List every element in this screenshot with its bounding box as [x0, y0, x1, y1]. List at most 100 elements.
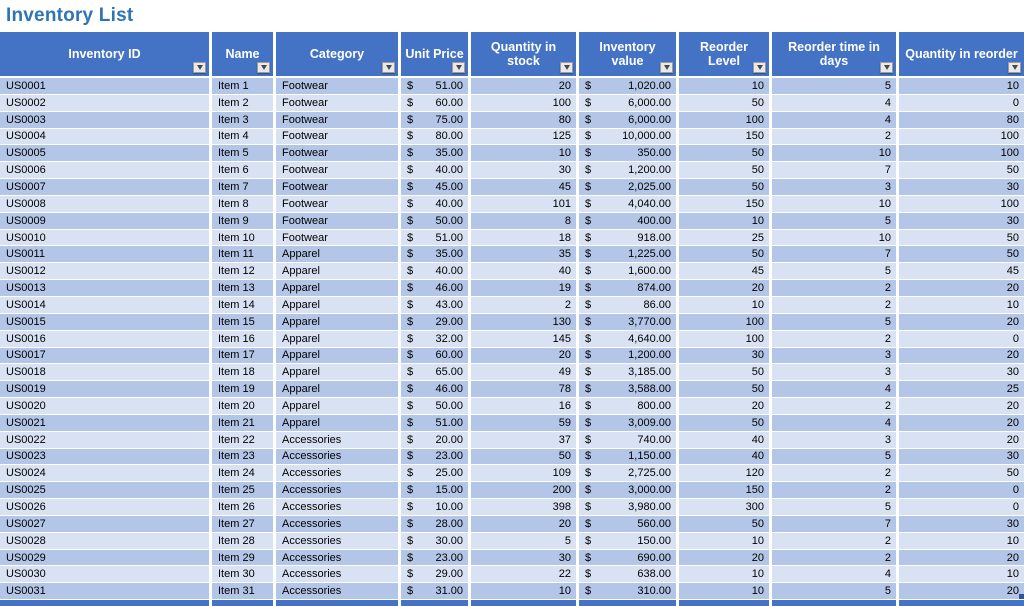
cell-reorder-level[interactable]: 10 [679, 583, 769, 601]
cell-reorder-level[interactable]: 20 [679, 280, 769, 297]
cell-category[interactable]: Accessories [276, 448, 398, 466]
cell-reorder-level[interactable]: 50 [679, 145, 769, 163]
filter-button-name[interactable] [257, 62, 270, 73]
cell-inventory-id[interactable]: US0008 [0, 195, 209, 213]
cell-inventory-id[interactable]: US0014 [0, 296, 209, 314]
cell-inventory-id[interactable]: US0031 [0, 583, 209, 601]
cell-inventory-id[interactable]: US0007 [0, 179, 209, 196]
cell-reorder-days[interactable]: 7 [772, 162, 896, 180]
cell-name[interactable]: Item 10 [212, 229, 273, 247]
cell-inventory-value[interactable]: $2,025.00 [579, 179, 676, 196]
cell-qty-in-reorder[interactable]: 30 [899, 212, 1024, 230]
cell-qty-in-reorder[interactable]: 20 [899, 347, 1024, 365]
cell-qty-in-reorder[interactable]: 20 [899, 549, 1024, 567]
cell-qty-in-reorder[interactable]: 0 [899, 330, 1024, 348]
cell-qty-in-reorder[interactable]: 50 [899, 162, 1024, 180]
cell-qty-in-stock[interactable]: 45 [471, 179, 576, 196]
cell-inventory-id[interactable]: US0022 [0, 431, 209, 449]
cell-category[interactable]: Accessories [276, 549, 398, 567]
cell-qty-in-reorder[interactable]: 80 [899, 111, 1024, 129]
cell-reorder-level[interactable]: 10 [679, 212, 769, 230]
cell-reorder-level[interactable]: 50 [679, 414, 769, 432]
cell-qty-in-stock[interactable]: 20 [471, 347, 576, 365]
cell-qty-in-reorder[interactable]: 0 [899, 482, 1024, 500]
cell-qty-in-reorder[interactable]: 30 [899, 179, 1024, 196]
cell-inventory-id[interactable]: US0017 [0, 347, 209, 365]
cell-reorder-level[interactable]: 50 [679, 364, 769, 382]
cell-reorder-level[interactable]: 50 [679, 381, 769, 399]
cell-reorder-level[interactable]: 10 [679, 78, 769, 95]
cell-inventory-value[interactable]: $1,225.00 [579, 246, 676, 264]
cell-reorder-days[interactable]: 2 [772, 296, 896, 314]
cell-reorder-days[interactable]: 10 [772, 229, 896, 247]
cell-inventory-value[interactable]: $638.00 [579, 566, 676, 584]
cell-unit-price[interactable]: $65.00 [401, 364, 468, 382]
cell-unit-price[interactable]: $40.00 [401, 162, 468, 180]
cell-reorder-days[interactable]: 2 [772, 549, 896, 567]
cell-inventory-id[interactable]: US0027 [0, 515, 209, 533]
cell-inventory-value[interactable]: $3,770.00 [579, 313, 676, 331]
cell-unit-price[interactable]: $46.00 [401, 381, 468, 399]
cell-qty-in-stock[interactable]: 8 [471, 212, 576, 230]
column-header-qty-in-reorder[interactable]: Quantity in reorder [899, 32, 1024, 78]
cell-qty-in-stock[interactable]: 10 [471, 145, 576, 163]
cell-reorder-level[interactable]: 25 [679, 229, 769, 247]
cell-reorder-days[interactable]: 2 [772, 330, 896, 348]
cell-qty-in-stock[interactable]: 10 [471, 583, 576, 601]
cell-reorder-level[interactable]: 150 [679, 195, 769, 213]
cell-reorder-level[interactable]: 300 [679, 499, 769, 516]
cell-inventory-id[interactable]: US0025 [0, 482, 209, 500]
cell-inventory-value[interactable]: $350.00 [579, 145, 676, 163]
cell-inventory-value[interactable]: $400.00 [579, 212, 676, 230]
column-header-inventory-value[interactable]: Inventory value [579, 32, 676, 78]
cell-unit-price[interactable]: $43.00 [401, 296, 468, 314]
cell-name[interactable]: Item 2 [212, 94, 273, 112]
cell-reorder-days[interactable]: 4 [772, 414, 896, 432]
cell-inventory-id[interactable]: US0019 [0, 381, 209, 399]
cell-qty-in-reorder[interactable]: 20 [899, 280, 1024, 297]
cell-name[interactable]: Item 16 [212, 330, 273, 348]
cell-reorder-days[interactable]: 5 [772, 499, 896, 516]
cell-reorder-days[interactable]: 3 [772, 431, 896, 449]
column-header-name[interactable]: Name [212, 32, 273, 78]
cell-inventory-value[interactable]: $4,640.00 [579, 330, 676, 348]
cell-name[interactable]: Item 15 [212, 313, 273, 331]
cell-category[interactable]: Footwear [276, 128, 398, 146]
cell-inventory-value[interactable]: $3,588.00 [579, 381, 676, 399]
cell-reorder-level[interactable]: 150 [679, 482, 769, 500]
cell-unit-price[interactable]: $10.00 [401, 499, 468, 516]
cell-inventory-value[interactable]: $560.00 [579, 515, 676, 533]
cell-unit-price[interactable]: $35.00 [401, 246, 468, 264]
cell-reorder-level[interactable]: 50 [679, 515, 769, 533]
cell-qty-in-stock[interactable]: 18 [471, 229, 576, 247]
cell-inventory-id[interactable]: US0009 [0, 212, 209, 230]
cell-unit-price[interactable]: $50.00 [401, 398, 468, 415]
filter-button-qty-in-stock[interactable] [560, 62, 573, 73]
cell-qty-in-reorder[interactable]: 100 [899, 128, 1024, 146]
cell-name[interactable]: Item 29 [212, 549, 273, 567]
filter-button-inventory-id[interactable] [193, 62, 206, 73]
cell-category[interactable]: Accessories [276, 515, 398, 533]
cell-inventory-value[interactable]: $1,200.00 [579, 347, 676, 365]
cell-inventory-id[interactable]: US0015 [0, 313, 209, 331]
cell-category[interactable]: Apparel [276, 330, 398, 348]
cell-category[interactable]: Accessories [276, 532, 398, 550]
cell-reorder-days[interactable]: 2 [772, 532, 896, 550]
cell-inventory-value[interactable]: $690.00 [579, 549, 676, 567]
cell-qty-in-reorder[interactable]: 30 [899, 515, 1024, 533]
cell-reorder-days[interactable]: 2 [772, 482, 896, 500]
cell-category[interactable]: Accessories [276, 583, 398, 601]
cell-name[interactable]: Item 26 [212, 499, 273, 516]
cell-inventory-value[interactable]: $3,185.00 [579, 364, 676, 382]
cell-inventory-value[interactable]: $2,725.00 [579, 465, 676, 483]
cell-unit-price[interactable]: $35.00 [401, 145, 468, 163]
column-header-unit-price[interactable]: Unit Price [401, 32, 468, 78]
cell-inventory-id[interactable]: US0006 [0, 162, 209, 180]
cell-reorder-days[interactable]: 5 [772, 448, 896, 466]
cell-qty-in-stock[interactable]: 16 [471, 398, 576, 415]
cell-qty-in-stock[interactable]: 130 [471, 313, 576, 331]
cell-reorder-level[interactable]: 100 [679, 330, 769, 348]
cell-reorder-days[interactable]: 2 [772, 398, 896, 415]
cell-inventory-value[interactable]: $800.00 [579, 398, 676, 415]
cell-category[interactable]: Footwear [276, 78, 398, 95]
